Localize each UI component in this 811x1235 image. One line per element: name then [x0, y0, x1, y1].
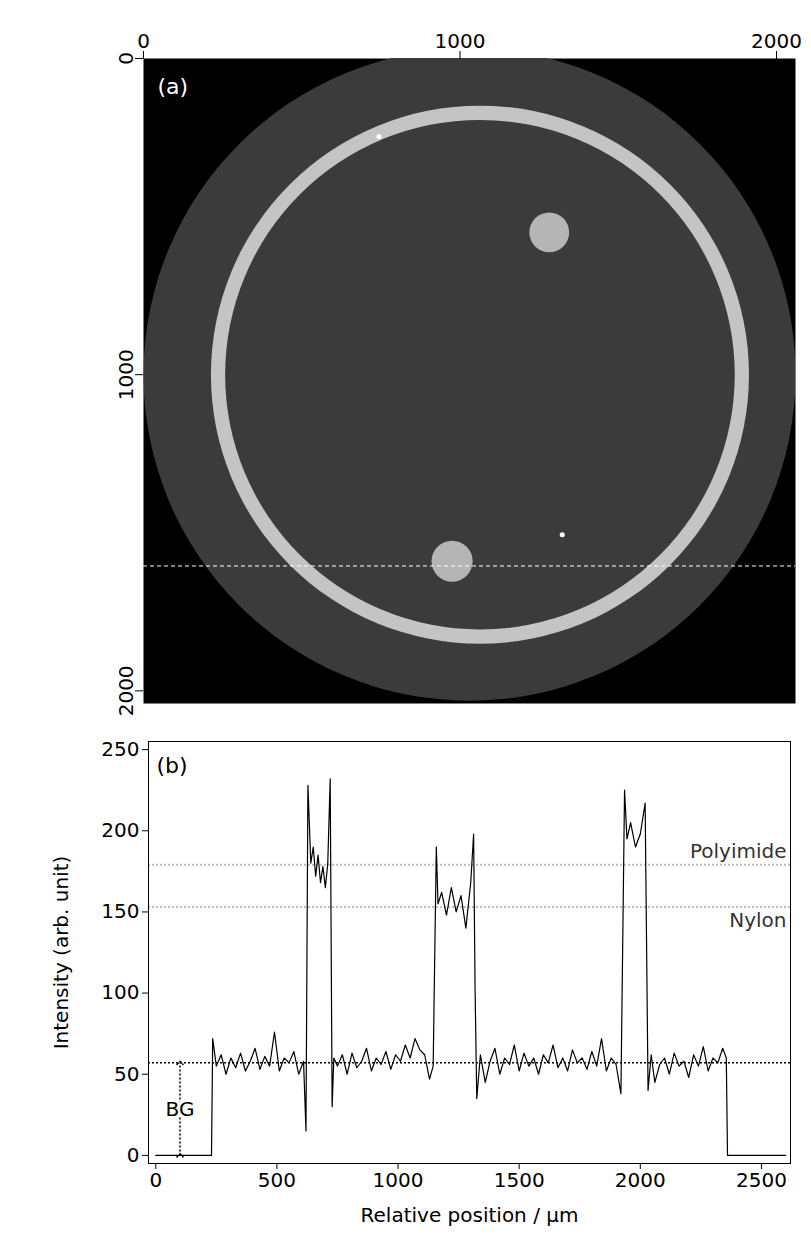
- svg-text:0: 0: [127, 1143, 140, 1167]
- svg-text:2500: 2500: [736, 1168, 787, 1192]
- svg-text:Nylon: Nylon: [729, 908, 786, 932]
- svg-text:BG: BG: [166, 1097, 195, 1121]
- svg-text:250: 250: [101, 737, 139, 761]
- svg-text:0: 0: [137, 29, 150, 53]
- svg-text:1000: 1000: [373, 1168, 424, 1192]
- svg-text:0: 0: [149, 1168, 162, 1192]
- svg-text:200: 200: [101, 818, 139, 842]
- svg-text:2000: 2000: [114, 665, 138, 716]
- svg-text:0: 0: [114, 52, 138, 65]
- svg-text:50: 50: [114, 1062, 139, 1086]
- svg-text:Polyimide: Polyimide: [690, 839, 787, 863]
- svg-text:1500: 1500: [494, 1168, 545, 1192]
- svg-text:1000: 1000: [114, 349, 138, 400]
- svg-text:1000: 1000: [435, 29, 486, 53]
- svg-text:Relative position / µm: Relative position / µm: [361, 1203, 579, 1227]
- svg-text:(b): (b): [157, 753, 188, 778]
- svg-text:Intensity (arb. unit): Intensity (arb. unit): [49, 856, 73, 1050]
- svg-text:500: 500: [258, 1168, 296, 1192]
- svg-text:2000: 2000: [615, 1168, 666, 1192]
- svg-text:150: 150: [101, 899, 139, 923]
- svg-text:2000: 2000: [751, 29, 802, 53]
- svg-text:100: 100: [101, 980, 139, 1004]
- svg-text:(a): (a): [158, 74, 189, 99]
